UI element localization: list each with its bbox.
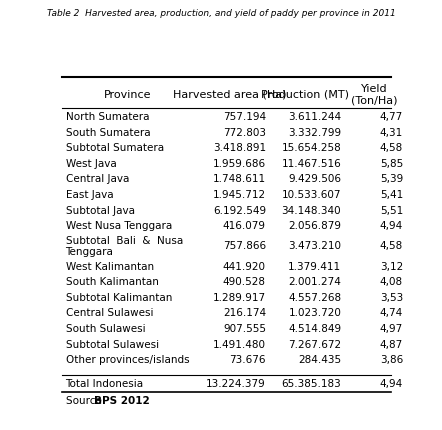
Text: 1.748.611: 1.748.611 bbox=[213, 174, 266, 184]
Text: West Java: West Java bbox=[65, 158, 116, 168]
Text: 3,12: 3,12 bbox=[380, 261, 403, 271]
Text: 3,53: 3,53 bbox=[380, 292, 403, 302]
Text: 4,87: 4,87 bbox=[380, 339, 403, 349]
Text: Subtotal Sumatera: Subtotal Sumatera bbox=[65, 143, 164, 153]
Text: South Sulawesi: South Sulawesi bbox=[65, 323, 145, 333]
Text: Subtotal Sulawesi: Subtotal Sulawesi bbox=[65, 339, 159, 349]
Text: 34.148.340: 34.148.340 bbox=[282, 205, 341, 215]
Text: 3.473.210: 3.473.210 bbox=[288, 241, 341, 251]
Text: Central Sulawesi: Central Sulawesi bbox=[65, 308, 153, 318]
Text: 3.332.799: 3.332.799 bbox=[288, 127, 341, 137]
Text: 4,94: 4,94 bbox=[380, 378, 403, 388]
Text: 284.435: 284.435 bbox=[298, 354, 341, 364]
Text: East Java: East Java bbox=[65, 190, 113, 200]
Text: 2.001.274: 2.001.274 bbox=[288, 276, 341, 286]
Text: 65.385.183: 65.385.183 bbox=[282, 378, 341, 388]
Text: Province: Province bbox=[103, 89, 151, 99]
Text: South Kalimantan: South Kalimantan bbox=[65, 276, 158, 286]
Text: 441.920: 441.920 bbox=[223, 261, 266, 271]
Text: Harvested area (Ha): Harvested area (Ha) bbox=[173, 89, 287, 99]
Text: Source:: Source: bbox=[65, 395, 108, 405]
Text: 4,94: 4,94 bbox=[380, 221, 403, 230]
Text: Subtotal Java: Subtotal Java bbox=[65, 205, 134, 215]
Text: South Sumatera: South Sumatera bbox=[65, 127, 150, 137]
Text: 4.514.849: 4.514.849 bbox=[288, 323, 341, 333]
Text: 10.533.607: 10.533.607 bbox=[282, 190, 341, 200]
Text: 4,58: 4,58 bbox=[380, 143, 403, 153]
Text: 7.267.672: 7.267.672 bbox=[288, 339, 341, 349]
Text: 1.945.712: 1.945.712 bbox=[213, 190, 266, 200]
Text: 11.467.516: 11.467.516 bbox=[282, 158, 341, 168]
Text: 5,41: 5,41 bbox=[380, 190, 403, 200]
Text: 2.056.879: 2.056.879 bbox=[288, 221, 341, 230]
Text: 3.611.244: 3.611.244 bbox=[288, 112, 341, 122]
Text: Yield
(Ton/Ha): Yield (Ton/Ha) bbox=[351, 83, 397, 105]
Text: 4,31: 4,31 bbox=[380, 127, 403, 137]
Text: West Nusa Tenggara: West Nusa Tenggara bbox=[65, 221, 172, 230]
Text: Subtotal  Bali  &  Nusa
Tenggara: Subtotal Bali & Nusa Tenggara bbox=[65, 235, 183, 257]
Text: Subtotal Kalimantan: Subtotal Kalimantan bbox=[65, 292, 172, 302]
Text: 3.418.891: 3.418.891 bbox=[213, 143, 266, 153]
Text: Production (MT): Production (MT) bbox=[261, 89, 349, 99]
Text: 757.194: 757.194 bbox=[223, 112, 266, 122]
Text: 73.676: 73.676 bbox=[229, 354, 266, 364]
Text: North Sumatera: North Sumatera bbox=[65, 112, 149, 122]
Text: 13.224.379: 13.224.379 bbox=[206, 378, 266, 388]
Text: 4,08: 4,08 bbox=[380, 276, 403, 286]
Text: 4,97: 4,97 bbox=[380, 323, 403, 333]
Text: 5,51: 5,51 bbox=[380, 205, 403, 215]
Text: 490.528: 490.528 bbox=[223, 276, 266, 286]
Text: BPS 2012: BPS 2012 bbox=[94, 395, 149, 405]
Text: 1.289.917: 1.289.917 bbox=[213, 292, 266, 302]
Text: 1.959.686: 1.959.686 bbox=[213, 158, 266, 168]
Text: 4,58: 4,58 bbox=[380, 241, 403, 251]
Text: 1.379.411: 1.379.411 bbox=[288, 261, 341, 271]
Text: 9.429.506: 9.429.506 bbox=[288, 174, 341, 184]
Text: 6.192.549: 6.192.549 bbox=[213, 205, 266, 215]
Text: 5,85: 5,85 bbox=[380, 158, 403, 168]
Text: 757.866: 757.866 bbox=[223, 241, 266, 251]
Text: Table 2  Harvested area, production, and yield of paddy per province in 2011: Table 2 Harvested area, production, and … bbox=[46, 9, 396, 18]
Text: West Kalimantan: West Kalimantan bbox=[65, 261, 154, 271]
Text: 216.174: 216.174 bbox=[223, 308, 266, 318]
Text: 5,39: 5,39 bbox=[380, 174, 403, 184]
Text: 15.654.258: 15.654.258 bbox=[282, 143, 341, 153]
Text: 907.555: 907.555 bbox=[223, 323, 266, 333]
Text: 772.803: 772.803 bbox=[223, 127, 266, 137]
Text: 416.079: 416.079 bbox=[223, 221, 266, 230]
Text: Central Java: Central Java bbox=[65, 174, 129, 184]
Text: Total Indonesia: Total Indonesia bbox=[65, 378, 144, 388]
Text: 4,74: 4,74 bbox=[380, 308, 403, 318]
Text: 4,77: 4,77 bbox=[380, 112, 403, 122]
Text: 1.491.480: 1.491.480 bbox=[213, 339, 266, 349]
Text: 1.023.720: 1.023.720 bbox=[288, 308, 341, 318]
Text: 3,86: 3,86 bbox=[380, 354, 403, 364]
Text: Other provinces/islands: Other provinces/islands bbox=[65, 354, 189, 364]
Text: 4.557.268: 4.557.268 bbox=[288, 292, 341, 302]
